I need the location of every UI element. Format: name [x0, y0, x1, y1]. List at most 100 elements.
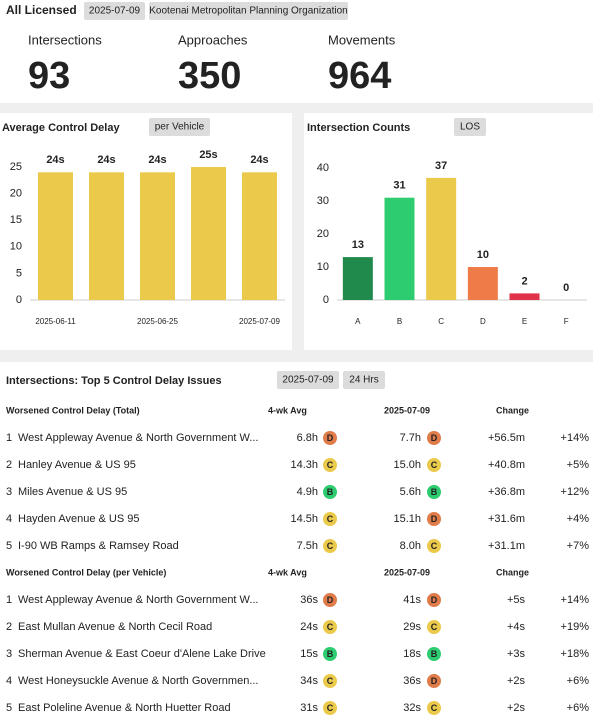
data-label: 0: [563, 282, 569, 294]
x-tick-label: 2025-07-09: [239, 317, 280, 326]
change-percent: +5%: [567, 459, 590, 471]
bar: [426, 177, 457, 300]
change-value: +56.5m: [488, 432, 525, 444]
grade-badge: [323, 593, 337, 607]
bar: [509, 293, 540, 300]
intersection-name: Hanley Avenue & US 95: [18, 459, 136, 471]
y-tick-label: 0: [16, 294, 22, 306]
change-percent: +12%: [561, 486, 590, 498]
grade-letter: C: [327, 676, 334, 686]
grade-letter: C: [327, 703, 334, 713]
page-title: All Licensed: [6, 3, 77, 17]
x-tick-label: A: [355, 317, 361, 326]
rank: 4: [6, 675, 12, 687]
grade-letter: C: [327, 460, 334, 470]
grade-badge: [323, 458, 337, 472]
bar: [342, 257, 373, 300]
change-value: +2s: [507, 675, 526, 687]
grade-badge: [323, 620, 337, 634]
data-label: 10: [477, 249, 489, 261]
column-header: Worsened Control Delay (per Vehicle): [6, 567, 166, 577]
today-value: 15.0h: [393, 459, 421, 471]
bar: [38, 172, 73, 300]
x-tick-label: B: [397, 317, 402, 326]
grade-letter: B: [327, 649, 334, 659]
kpi-label: Movements: [328, 32, 396, 47]
y-tick-label: 30: [317, 195, 329, 207]
today-value: 29s: [403, 621, 421, 633]
avg-value: 14.3h: [290, 459, 318, 471]
tag-label: 2025-07-09: [89, 6, 141, 17]
grade-badge: [427, 458, 441, 472]
rank: 5: [6, 540, 12, 552]
data-label: 24s: [46, 154, 64, 166]
change-value: +40.8m: [488, 459, 525, 471]
tag-label: 24 Hrs: [349, 375, 378, 386]
tag-label: 2025-07-09: [282, 375, 334, 386]
intersection-name: I-90 WB Ramps & Ramsey Road: [18, 540, 179, 552]
today-value: 7.7h: [400, 432, 421, 444]
intersection-name: Sherman Avenue & East Coeur d'Alene Lake…: [18, 648, 266, 660]
column-header: Worsened Control Delay (Total): [6, 405, 140, 415]
tag: [149, 118, 210, 136]
kpi-value: 93: [28, 55, 70, 97]
grade-badge: [427, 512, 441, 526]
grade-letter: C: [431, 541, 438, 551]
avg-value: 14.5h: [290, 513, 318, 525]
bar: [384, 197, 415, 300]
grade-badge: [323, 701, 337, 715]
intersection-name: West Appleway Avenue & North Government …: [18, 594, 259, 606]
data-label: 24s: [148, 154, 166, 166]
chart-title: Intersection Counts: [307, 122, 410, 134]
kpi-value: 964: [328, 55, 391, 97]
today-value: 8.0h: [400, 540, 421, 552]
grade-badge: [323, 539, 337, 553]
change-value: +2s: [507, 702, 526, 714]
rank: 3: [6, 648, 12, 660]
x-tick-label: C: [438, 317, 444, 326]
avg-value: 31s: [300, 702, 318, 714]
tag: [277, 371, 339, 389]
y-tick-label: 40: [317, 162, 329, 174]
grade-letter: C: [431, 460, 438, 470]
grade-badge: [323, 431, 337, 445]
intersection-name: East Poleline Avenue & North Huetter Roa…: [18, 702, 231, 714]
intersection-name: East Mullan Avenue & North Cecil Road: [18, 621, 212, 633]
data-label: 25s: [199, 149, 217, 161]
y-tick-label: 20: [317, 228, 329, 240]
grade-letter: B: [327, 487, 334, 497]
change-value: +31.6m: [488, 513, 525, 525]
data-label: 13: [352, 239, 364, 251]
grade-letter: B: [431, 487, 438, 497]
grade-letter: B: [431, 649, 438, 659]
x-tick-label: E: [522, 317, 527, 326]
grade-badge: [427, 674, 441, 688]
change-value: +36.8m: [488, 486, 525, 498]
grade-badge: [427, 701, 441, 715]
grade-badge: [427, 485, 441, 499]
kpi-label: Intersections: [28, 32, 102, 47]
change-percent: +14%: [561, 594, 590, 606]
grade-letter: D: [327, 433, 334, 443]
bar: [89, 172, 124, 300]
rank: 4: [6, 513, 12, 525]
tag: [343, 371, 385, 389]
grade-letter: C: [431, 703, 438, 713]
avg-value: 15s: [300, 648, 318, 660]
avg-value: 6.8h: [297, 432, 318, 444]
intersection-name: West Honeysuckle Avenue & North Governme…: [18, 675, 259, 687]
grade-letter: C: [327, 541, 334, 551]
column-header: Change: [496, 567, 529, 577]
x-tick-label: 2025-06-11: [35, 317, 76, 326]
grade-letter: D: [431, 514, 438, 524]
change-value: +4s: [507, 621, 526, 633]
change-percent: +4%: [567, 513, 590, 525]
x-tick-label: 2025-06-25: [137, 317, 178, 326]
rank: 1: [6, 594, 12, 606]
tag-label: LOS: [460, 122, 480, 133]
grade-badge: [427, 431, 441, 445]
bar: [467, 267, 498, 300]
y-tick-label: 10: [10, 241, 22, 253]
